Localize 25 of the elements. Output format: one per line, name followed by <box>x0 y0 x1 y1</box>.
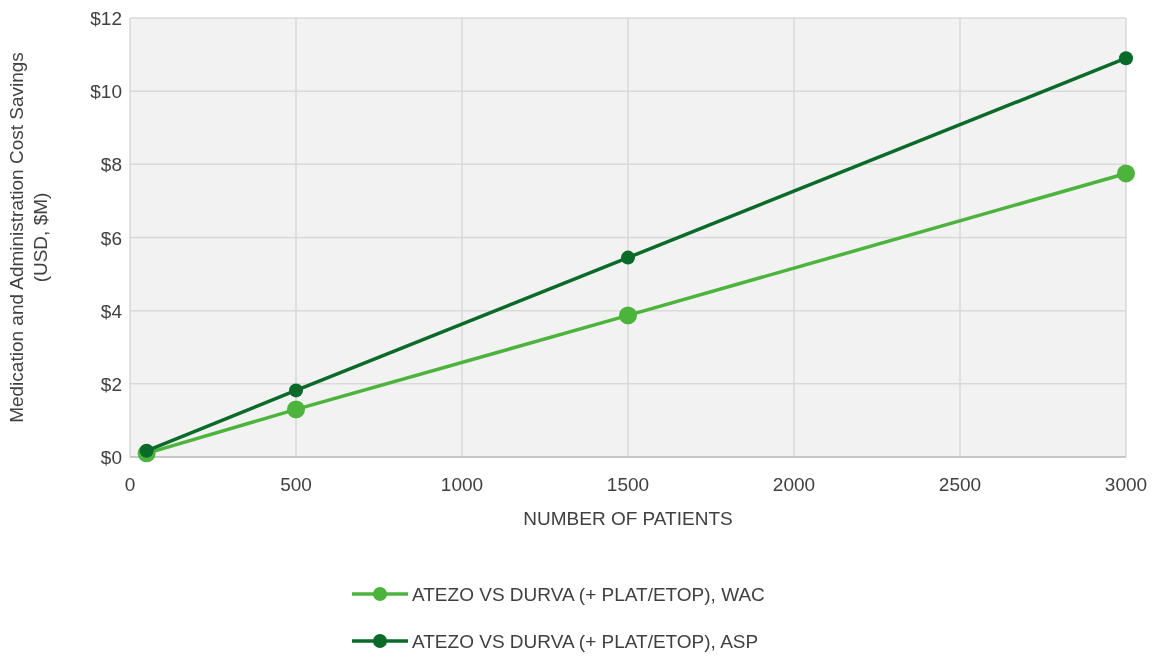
x-tick-label: 3000 <box>1104 474 1148 495</box>
y-tick-label: $6 <box>100 227 122 249</box>
x-tick-label: 1000 <box>440 474 484 495</box>
point <box>621 250 635 265</box>
y-tick-label: $8 <box>100 154 122 176</box>
point <box>289 383 303 398</box>
y-axis-title: Medication and Administration Cost Savings (USD, $M) <box>6 52 51 423</box>
x-tick-label: 0 <box>124 474 136 495</box>
x-axis-title: NUMBER OF PATIENTS <box>523 508 733 529</box>
point <box>139 443 154 458</box>
point <box>619 306 637 325</box>
point <box>1119 51 1133 66</box>
legend-label: ATEZO VS DURVA (+ PLAT/ETOP), ASP <box>412 631 759 652</box>
point <box>287 400 305 419</box>
y-tick-label: $4 <box>100 300 123 322</box>
x-tick-label: 500 <box>280 474 312 495</box>
legend-label: ATEZO VS DURVA (+ PLAT/ETOP), WAC <box>412 584 765 605</box>
y-tick-label: $12 <box>90 8 122 29</box>
x-tick-label: 2000 <box>772 474 816 495</box>
x-tick-label: 2500 <box>938 474 982 495</box>
point <box>1117 164 1135 183</box>
x-tick-label: 1500 <box>606 474 650 495</box>
y-tick-label: $0 <box>100 447 122 468</box>
y-tick-label: $10 <box>90 81 122 103</box>
y-tick-label: $2 <box>100 373 122 395</box>
